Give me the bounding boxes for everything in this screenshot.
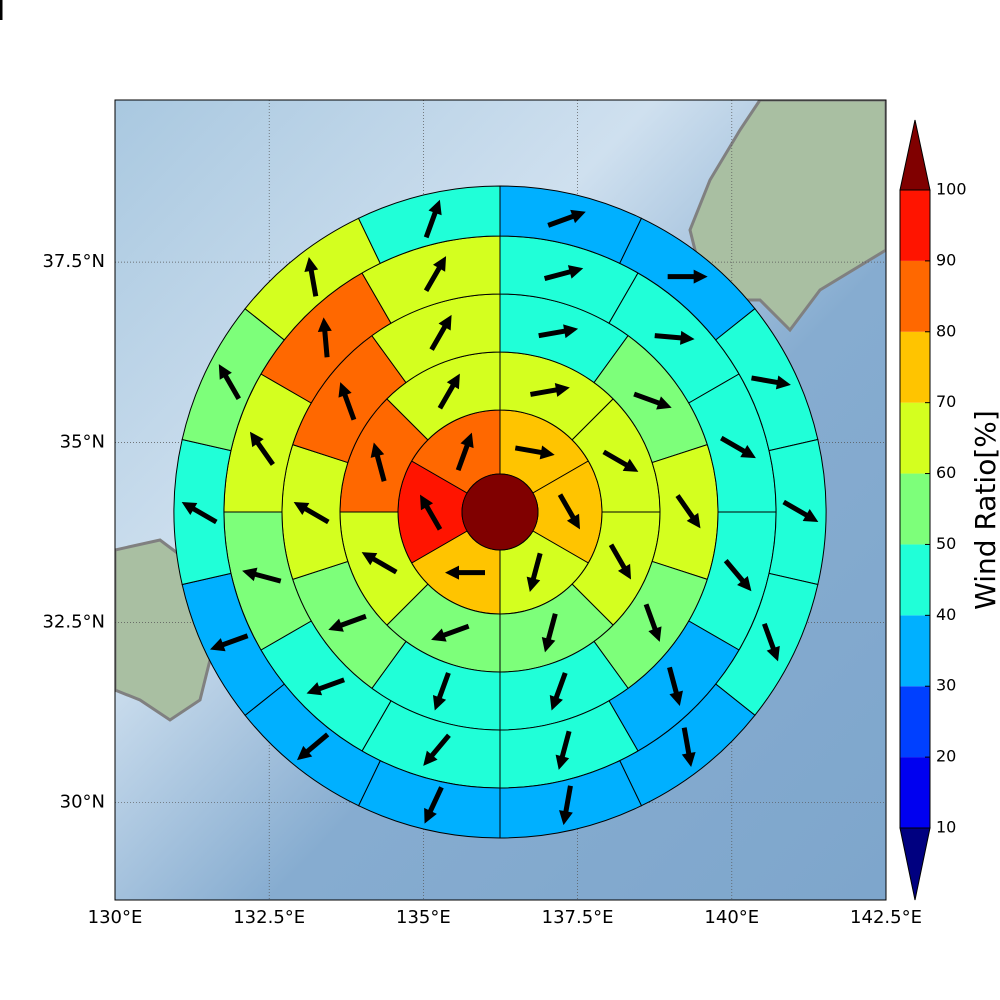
wind-arrow <box>249 431 275 466</box>
colorbar-tick-label: 10 <box>936 818 956 837</box>
colorbar-bin <box>900 473 930 545</box>
wind-arrow <box>675 494 701 529</box>
plot-frame <box>114 99 887 901</box>
wind-arrow <box>455 432 474 472</box>
colorbar-bin <box>900 686 930 758</box>
wind-arrow <box>530 383 570 397</box>
wind-arrow <box>723 559 752 592</box>
colorbar-frame <box>899 189 931 829</box>
wind-arrow <box>361 552 398 575</box>
wind-arrow <box>643 603 662 642</box>
colorbar-tick-label: 40 <box>936 605 956 624</box>
colorbar-tick-label: 90 <box>936 250 956 269</box>
wind-arrow <box>762 622 780 662</box>
wind-arrow <box>431 623 470 642</box>
wind-arrow <box>218 364 241 400</box>
y-tick-label: 35°N <box>60 431 105 452</box>
wind-arrow <box>424 786 444 824</box>
wind-arrow <box>543 265 584 282</box>
colorbar-under <box>899 827 931 901</box>
x-tick-label: 140°E <box>704 907 759 928</box>
wind-arrow <box>297 732 330 761</box>
wind-arrow <box>667 666 683 706</box>
wind-arrow <box>429 314 452 351</box>
colorbar-bin <box>900 190 930 261</box>
colorbar-bin <box>900 331 930 403</box>
colorbar-tick-label: 50 <box>936 534 956 553</box>
wind-arrow <box>782 499 819 522</box>
x-tick-label: 132.5°E <box>233 907 305 928</box>
wind-arrow <box>293 502 330 525</box>
colorbar-tick-label: 70 <box>936 392 956 411</box>
wind-arrow <box>317 317 332 358</box>
wind-arrow <box>559 785 573 826</box>
wind-arrow <box>514 445 555 460</box>
wind-arrow <box>420 494 443 531</box>
colorbar-over <box>899 119 931 191</box>
x-tick-label: 137.5°E <box>542 907 614 928</box>
wind-arrow <box>633 391 672 410</box>
wind-arrow <box>423 733 451 766</box>
colorbar-tick-label: 30 <box>936 676 956 695</box>
wind-arrow <box>654 330 695 345</box>
wind-arrow <box>720 435 756 459</box>
wind-arrow <box>541 613 558 653</box>
colorbar-bin <box>900 544 930 616</box>
colorbar-tick-label: 20 <box>936 747 956 766</box>
wind-arrow <box>304 256 319 297</box>
sector <box>651 444 719 580</box>
wind-arrow <box>370 442 387 482</box>
wind-arrow <box>437 373 460 410</box>
colorbar-bin <box>900 757 930 828</box>
wind-arrow <box>557 493 580 530</box>
x-tick-label: 142.5°E <box>850 907 922 928</box>
wind-arrow <box>181 502 218 525</box>
wind-arrow <box>432 672 451 711</box>
x-tick-label: 135°E <box>396 907 451 928</box>
wind-arrow <box>608 543 632 580</box>
center-cell <box>461 473 539 551</box>
wind-arrow <box>210 633 249 652</box>
wind-arrow <box>547 209 586 228</box>
colorbar-bin <box>900 260 930 332</box>
x-tick-label: 130°E <box>88 907 143 928</box>
wind-arrow <box>445 565 485 580</box>
wind-arrow <box>538 324 579 339</box>
wind-arrow <box>549 672 568 711</box>
colorbar-tick-label: 80 <box>936 321 956 340</box>
wind-arrow <box>338 382 357 421</box>
y-tick-label: 37.5°N <box>42 251 105 272</box>
colorbar-bin <box>900 402 930 474</box>
wind-arrow <box>306 677 345 696</box>
colorbar-bin <box>900 615 930 687</box>
polar-grid <box>0 0 827 839</box>
wind-arrow <box>423 199 442 239</box>
colorbar: 10 20 30 40 50 60 70 80 90 100 <box>899 119 967 901</box>
wind-arrow <box>526 552 543 592</box>
wind-arrow <box>602 449 639 472</box>
wind-arrow <box>667 269 708 284</box>
wind-arrow <box>0 0 3 20</box>
wind-arrow <box>423 256 447 292</box>
wind-arrow <box>555 730 572 770</box>
wind-arrow <box>751 375 791 390</box>
colorbar-tick-label: 60 <box>936 463 956 482</box>
wind-arrow <box>328 613 367 632</box>
y-tick-label: 30°N <box>60 792 105 813</box>
y-tick-label: 32.5°N <box>42 612 105 633</box>
wind-arrow <box>242 567 282 584</box>
wind-arrow <box>681 727 696 768</box>
colorbar-tick-label: 100 <box>936 180 967 199</box>
colorbar-label: Wind Ratio[%] <box>969 410 1000 610</box>
